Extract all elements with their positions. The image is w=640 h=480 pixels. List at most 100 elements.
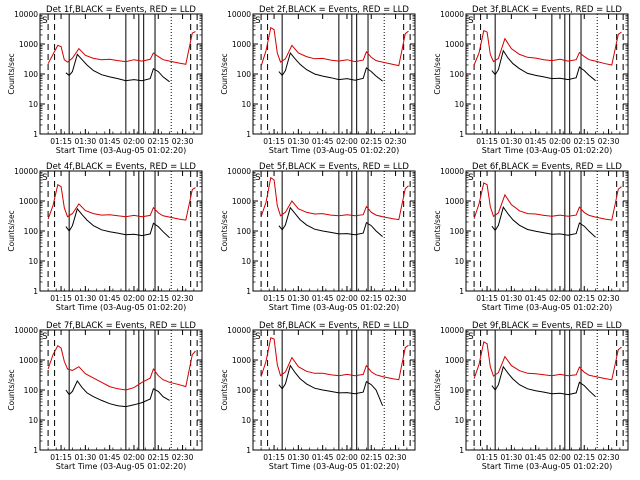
series-events-line	[65, 53, 170, 83]
y-tick-label: 100	[24, 227, 39, 236]
y-axis-label: Counts/sec	[7, 53, 16, 94]
x-tick-label: 02:15	[360, 137, 382, 146]
y-tick-label: 1	[246, 130, 251, 139]
x-axis-label: Start Time (03-Aug-05 01:02:20)	[269, 303, 400, 312]
series-lld-line	[47, 183, 196, 221]
panel-title: Det 3f,BLACK = Events, RED = LLD	[472, 5, 622, 15]
y-tick-label: 1	[459, 446, 464, 455]
y-tick-label: 1000	[19, 40, 38, 49]
x-tick-label: 02:15	[360, 294, 382, 303]
y-tick-label: 1	[33, 446, 38, 455]
y-tick-label: 100	[450, 386, 465, 395]
x-tick-label: 02:00	[549, 294, 571, 303]
y-tick-label: 1	[459, 130, 464, 139]
panel-det-4: Det 4f,BLACK = Events, RED = LLD 1 10 100 10…	[7, 162, 203, 312]
x-axis-label: Start Time (03-Aug-05 01:02:20)	[482, 462, 613, 471]
x-tick-label: 02:00	[336, 137, 358, 146]
series-lld-line	[260, 337, 409, 381]
series-events-line	[491, 49, 596, 82]
series-lld-line	[260, 26, 409, 67]
x-tick-label: 01:30	[75, 294, 97, 303]
y-tick-label: 10	[28, 100, 38, 109]
x-tick-label: 02:30	[598, 294, 620, 303]
plot-frame	[252, 329, 416, 451]
y-axis-label: Counts/sec	[220, 210, 229, 251]
y-tick-label: 10000	[14, 167, 38, 176]
series-events-line	[278, 364, 384, 406]
x-tick-label: 02:30	[385, 453, 407, 462]
x-tick-label: 02:30	[598, 137, 620, 146]
x-tick-label: 02:15	[147, 294, 169, 303]
y-tick-label: 10000	[440, 10, 464, 19]
x-tick-label: 02:00	[549, 137, 571, 146]
panel-title: Det 2f,BLACK = Events, RED = LLD	[259, 5, 409, 15]
corner-label: S	[255, 16, 261, 26]
plot-frame	[465, 170, 629, 292]
corner-label: S	[468, 173, 474, 183]
x-tick-label: 02:15	[360, 453, 382, 462]
y-tick-label: 10	[28, 257, 38, 266]
corner-label: S	[255, 173, 261, 183]
x-axis-label: Start Time (03-Aug-05 01:02:20)	[482, 146, 613, 155]
series-events-line	[491, 365, 596, 398]
x-tick-label: 02:00	[336, 453, 358, 462]
x-tick-label: 01:30	[501, 137, 523, 146]
x-tick-label: 01:45	[525, 137, 547, 146]
x-tick-label: 01:30	[501, 294, 523, 303]
x-tick-label: 02:30	[172, 294, 194, 303]
y-axis-label: Counts/sec	[220, 369, 229, 410]
x-tick-label: 01:15	[263, 453, 285, 462]
panel-det-6: Det 6f,BLACK = Events, RED = LLD 1 10 100 10…	[433, 162, 629, 312]
corner-label: S	[468, 332, 474, 342]
y-tick-label: 1000	[445, 356, 464, 365]
y-tick-label: 10000	[227, 326, 251, 335]
panel-det-7: Det 7f,BLACK = Events, RED = LLD 1 10 100 10…	[7, 321, 203, 471]
y-tick-label: 10000	[14, 10, 38, 19]
series-lld-line	[47, 31, 196, 65]
y-tick-label: 1000	[232, 40, 251, 49]
x-tick-label: 01:15	[50, 137, 72, 146]
x-tick-label: 02:30	[385, 137, 407, 146]
x-tick-label: 02:30	[172, 137, 194, 146]
y-tick-label: 1000	[232, 356, 251, 365]
y-tick-label: 1000	[19, 197, 38, 206]
corner-label: S	[42, 16, 48, 26]
panel-title: Det 4f,BLACK = Events, RED = LLD	[46, 162, 196, 172]
x-tick-label: 02:15	[573, 294, 595, 303]
y-tick-label: 1	[459, 287, 464, 296]
x-tick-label: 01:45	[99, 137, 121, 146]
panel-title: Det 7f,BLACK = Events, RED = LLD	[46, 321, 196, 331]
y-tick-label: 1	[246, 446, 251, 455]
panel-title: Det 8f,BLACK = Events, RED = LLD	[259, 321, 409, 331]
y-tick-label: 1000	[19, 356, 38, 365]
x-tick-label: 02:00	[123, 294, 145, 303]
x-axis-label: Start Time (03-Aug-05 01:02:20)	[56, 146, 187, 155]
y-axis-label: Counts/sec	[433, 53, 442, 94]
x-tick-label: 01:15	[476, 294, 498, 303]
series-events-line	[65, 380, 170, 408]
y-axis-label: Counts/sec	[433, 210, 442, 251]
x-axis-label: Start Time (03-Aug-05 01:02:20)	[482, 303, 613, 312]
x-tick-label: 02:15	[147, 453, 169, 462]
panel-title: Det 9f,BLACK = Events, RED = LLD	[472, 321, 622, 331]
x-tick-label: 01:30	[75, 453, 97, 462]
panel-det-2: Det 2f,BLACK = Events, RED = LLD 1 10 100 10…	[220, 5, 416, 155]
y-tick-label: 10	[454, 257, 464, 266]
series-lld-line	[47, 344, 196, 391]
x-tick-label: 02:15	[573, 137, 595, 146]
x-tick-label: 02:00	[549, 453, 571, 462]
y-tick-label: 100	[237, 386, 252, 395]
series-events-line	[491, 206, 596, 238]
series-lld-line	[473, 182, 622, 221]
y-axis-label: Counts/sec	[220, 53, 229, 94]
y-tick-label: 10000	[14, 326, 38, 335]
corner-label: S	[42, 332, 48, 342]
x-tick-label: 01:45	[525, 453, 547, 462]
panel-det-1: Det 1f,BLACK = Events, RED = LLD 1 10 100 10…	[7, 5, 203, 155]
series-lld-line	[473, 341, 622, 381]
plot-frame	[465, 329, 629, 451]
x-axis-label: Start Time (03-Aug-05 01:02:20)	[269, 462, 400, 471]
y-tick-label: 10	[454, 416, 464, 425]
y-tick-label: 100	[450, 227, 465, 236]
panel-det-5: Det 5f,BLACK = Events, RED = LLD 1 10 100 10…	[220, 162, 416, 312]
